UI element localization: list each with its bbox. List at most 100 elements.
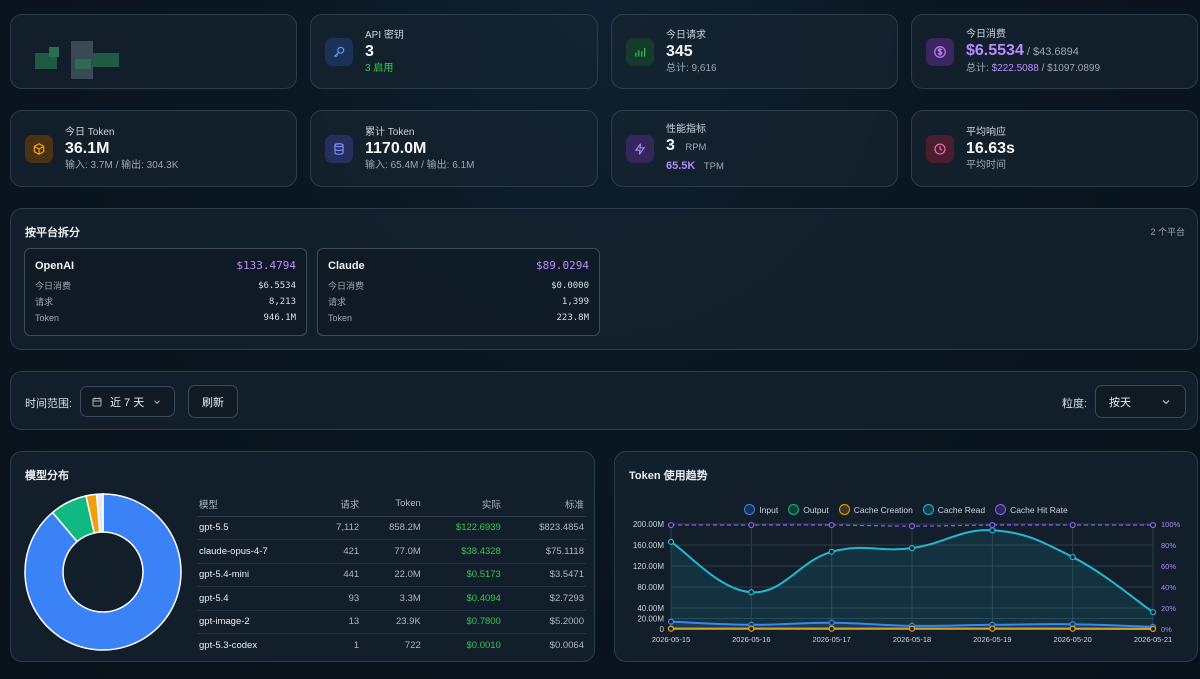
performance-card[interactable]: 性能指标 3 RPM 65.5K TPM bbox=[611, 110, 898, 187]
data-point[interactable] bbox=[1069, 625, 1076, 632]
api-keys-card[interactable]: API 密钥 3 3 启用 bbox=[310, 14, 598, 89]
data-point[interactable] bbox=[828, 625, 835, 632]
table-row[interactable]: gpt-5.4-mini 441 22.0M $0.5173 $3.5471 bbox=[197, 563, 586, 587]
chart-title: Token 使用趋势 bbox=[629, 470, 708, 482]
data-point[interactable] bbox=[748, 589, 755, 596]
legend-item[interactable]: Cache Hit Rate bbox=[995, 504, 1068, 515]
legend-swatch bbox=[744, 504, 756, 515]
card-value: 36.1M bbox=[65, 139, 110, 157]
token-cell: 3.3M bbox=[361, 586, 423, 611]
data-point[interactable] bbox=[1149, 521, 1157, 529]
table-row[interactable]: gpt-5.3-codex 1 722 $0.0010 $0.0064 bbox=[197, 634, 586, 658]
data-point[interactable] bbox=[1069, 625, 1076, 632]
platform-name: Claude bbox=[328, 259, 365, 272]
series-line-Input bbox=[670, 620, 1154, 628]
y-tick-label: 160.00M bbox=[633, 541, 664, 550]
x-tick-label: 2026-05-19 bbox=[973, 635, 1011, 644]
data-point[interactable] bbox=[748, 625, 755, 632]
data-point[interactable] bbox=[908, 522, 916, 530]
today-token-card[interactable]: 今日 Token 36.1M 输入: 3.7M / 输出: 304.3K bbox=[10, 110, 297, 187]
legend-item[interactable]: Output bbox=[788, 504, 829, 515]
range-select[interactable]: 近 7 天 bbox=[80, 386, 175, 417]
token-trend-chart[interactable]: 020.00M 40.00M 80.00M 120.00M 160.00M 200.00M… bbox=[615, 452, 1199, 663]
donut-slice-other[interactable] bbox=[95, 493, 104, 533]
platform-card-openai[interactable]: OpenAI $133.4794 今日消费 $6.5534 请求 8,213 Tok… bbox=[24, 248, 307, 336]
granularity-select[interactable]: 按天 bbox=[1095, 385, 1186, 418]
data-point[interactable] bbox=[989, 527, 996, 534]
token-trend-panel: Token 使用趋势 Input Output Cache Creation Cach… bbox=[614, 451, 1198, 662]
data-point[interactable] bbox=[1149, 625, 1157, 632]
model-name: gpt-5.4-mini bbox=[197, 563, 331, 587]
data-point[interactable] bbox=[1149, 623, 1157, 630]
table-row[interactable]: gpt-5.4 93 3.3M $0.4094 $2.7293 bbox=[197, 586, 586, 611]
data-point[interactable] bbox=[667, 625, 675, 632]
table-row[interactable]: claude-opus-4-7 421 77.0M $38.4328 $75.1… bbox=[197, 539, 586, 564]
key-icon bbox=[325, 37, 353, 66]
data-point[interactable] bbox=[908, 545, 916, 552]
dollar-icon bbox=[926, 37, 954, 66]
data-point[interactable] bbox=[1149, 625, 1157, 632]
model-donut-chart[interactable] bbox=[23, 492, 183, 652]
legend-item[interactable]: Cache Creation bbox=[838, 504, 913, 515]
data-point[interactable] bbox=[828, 625, 835, 632]
legend-label: Output bbox=[803, 504, 829, 515]
data-point[interactable] bbox=[1069, 621, 1076, 628]
donut-slice-gpt-5.5[interactable] bbox=[24, 493, 182, 651]
card-sub: 总计: 9,616 bbox=[666, 62, 717, 74]
y2-tick-label: 40% bbox=[1161, 583, 1176, 592]
row-value: $0.0000 bbox=[551, 281, 589, 291]
legend-swatch bbox=[922, 504, 934, 515]
data-point[interactable] bbox=[989, 521, 996, 529]
legend-label: Cache Read bbox=[937, 504, 986, 515]
platform-breakdown-panel: 按平台拆分 2 个平台 OpenAI $133.4794 今日消费 $6.5534… bbox=[10, 208, 1198, 350]
box-icon bbox=[25, 134, 53, 163]
data-point[interactable] bbox=[667, 618, 675, 625]
data-point[interactable] bbox=[828, 619, 835, 626]
standard-cost-cell: $5.2000 bbox=[502, 610, 586, 634]
data-point[interactable] bbox=[748, 625, 755, 632]
total-token-card[interactable]: 累计 Token 1170.0M 输入: 65.4M / 输出: 6.1M bbox=[310, 110, 598, 187]
data-point[interactable] bbox=[908, 625, 916, 632]
requests-cell: 7,112 bbox=[330, 516, 362, 540]
y2-tick-label: 100% bbox=[1161, 520, 1181, 529]
row-label: 请求 bbox=[35, 297, 54, 307]
legend-item[interactable]: Cache Read bbox=[922, 504, 986, 515]
data-point[interactable] bbox=[667, 521, 675, 529]
data-point[interactable] bbox=[748, 521, 755, 529]
data-point[interactable] bbox=[828, 548, 835, 555]
rpm-value: 3 bbox=[666, 137, 675, 154]
row-label: Token bbox=[35, 313, 60, 323]
table-row[interactable]: gpt-5.5 7,112 858.2M $122.6939 $823.4854 bbox=[197, 516, 586, 540]
data-point[interactable] bbox=[828, 521, 835, 529]
data-point[interactable] bbox=[989, 625, 996, 632]
card-label: 今日请求 bbox=[666, 29, 706, 41]
data-point[interactable] bbox=[908, 622, 916, 629]
data-point[interactable] bbox=[989, 621, 996, 628]
legend-item[interactable]: Input bbox=[744, 504, 778, 515]
data-point[interactable] bbox=[748, 621, 755, 628]
legend-swatch bbox=[788, 504, 800, 515]
y2-tick-label: 0% bbox=[1161, 625, 1172, 634]
card-sub: 输入: 65.4M / 输出: 6.1M bbox=[365, 159, 475, 171]
platform-card-claude[interactable]: Claude $89.0294 今日消费 $0.0000 请求 1,399 Toke… bbox=[317, 248, 600, 336]
data-point[interactable] bbox=[667, 625, 675, 632]
refresh-button[interactable]: 刷新 bbox=[188, 385, 238, 418]
actual-cost-cell: $0.4094 bbox=[422, 586, 503, 611]
data-point[interactable] bbox=[1069, 553, 1076, 561]
model-distribution-panel: 模型分布 模型 请求 Token 实际 标准 gpt-5.5 7,112 858… bbox=[10, 451, 595, 662]
column-header: 模型 bbox=[197, 492, 331, 517]
lightning-icon bbox=[626, 134, 654, 163]
avg-response-card[interactable]: 平均响应 16.63s 平均时间 bbox=[911, 110, 1198, 187]
today-requests-card[interactable]: 今日请求 345 总计: 9,616 bbox=[611, 14, 898, 89]
series-area-Input bbox=[671, 621, 1153, 629]
actual-cost-cell: $0.5173 bbox=[422, 563, 503, 587]
data-point[interactable] bbox=[1149, 609, 1157, 616]
data-point[interactable] bbox=[989, 625, 996, 632]
table-row[interactable]: gpt-image-2 13 23.9K $0.7800 $5.2000 bbox=[197, 610, 586, 634]
data-point[interactable] bbox=[667, 538, 675, 545]
data-point[interactable] bbox=[908, 625, 916, 632]
data-point[interactable] bbox=[1069, 521, 1076, 529]
today-cost-card[interactable]: 今日消费 $6.5534 / $43.6894 总计: $222.5088 / … bbox=[911, 14, 1198, 89]
y-tick-label: 120.00M bbox=[633, 562, 664, 571]
card-label: 今日消费 bbox=[966, 29, 1006, 40]
